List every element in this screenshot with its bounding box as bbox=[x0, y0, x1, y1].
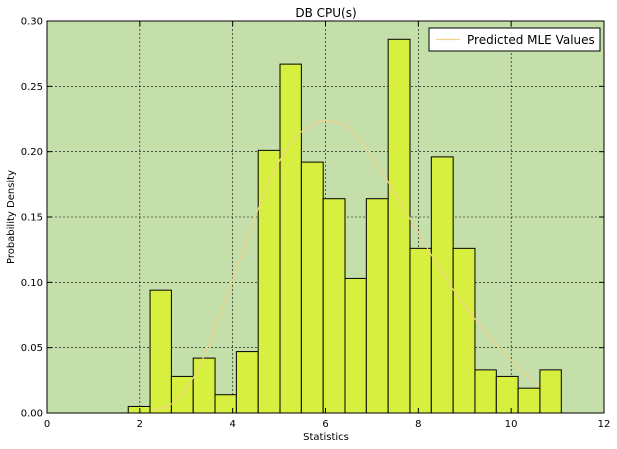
histogram-bars bbox=[127, 38, 562, 414]
histogram-bar bbox=[387, 38, 411, 414]
legend-label: Predicted MLE Values bbox=[467, 33, 595, 47]
y-axis-title: Probability Density bbox=[6, 170, 17, 264]
histogram-bar bbox=[300, 161, 324, 414]
x-tick-label: 10 bbox=[505, 419, 518, 430]
x-tick-label: 4 bbox=[229, 419, 235, 430]
histogram-bar bbox=[235, 351, 259, 414]
y-tick-label: 0.10 bbox=[21, 278, 43, 289]
y-tick-label: 0.25 bbox=[21, 82, 43, 93]
histogram-bar bbox=[495, 375, 519, 414]
histogram-bar bbox=[365, 198, 389, 414]
series-line-predicted-mle bbox=[153, 120, 540, 411]
histogram-bar bbox=[127, 405, 151, 414]
x-tick-label: 12 bbox=[598, 419, 611, 430]
histogram-bar bbox=[214, 394, 237, 414]
histogram-bar bbox=[149, 289, 172, 414]
y-tick-label: 0.30 bbox=[21, 17, 43, 28]
histogram-bar bbox=[517, 387, 541, 414]
y-tick-label: 0.05 bbox=[21, 343, 43, 354]
histogram-bar bbox=[279, 63, 302, 414]
histogram-bar bbox=[257, 149, 281, 414]
x-tick-label: 0 bbox=[44, 419, 50, 430]
y-tick-label: 0.00 bbox=[21, 409, 43, 420]
histogram-bar bbox=[192, 357, 216, 414]
histogram-bar bbox=[452, 247, 476, 414]
x-axis-title: Statistics bbox=[303, 432, 349, 443]
y-tick-label: 0.15 bbox=[21, 213, 43, 224]
chart-title: DB CPU(s) bbox=[295, 6, 356, 20]
x-axis: 0 2 4 6 8 10 12 bbox=[44, 21, 611, 430]
y-tick-label: 0.20 bbox=[21, 147, 43, 158]
histogram-bar bbox=[344, 277, 367, 414]
y-axis: 0.00 0.05 0.10 0.15 0.20 0.25 0.30 bbox=[21, 17, 604, 420]
grid bbox=[47, 21, 604, 413]
legend: Predicted MLE Values bbox=[428, 27, 601, 52]
x-tick-label: 8 bbox=[415, 419, 421, 430]
histogram-bar bbox=[539, 369, 562, 414]
x-tick-label: 2 bbox=[137, 419, 143, 430]
legend-box bbox=[428, 27, 601, 52]
x-tick-label: 6 bbox=[322, 419, 328, 430]
histogram-bar bbox=[409, 247, 432, 414]
histogram-bar bbox=[322, 198, 346, 414]
histogram-bar bbox=[474, 369, 497, 414]
